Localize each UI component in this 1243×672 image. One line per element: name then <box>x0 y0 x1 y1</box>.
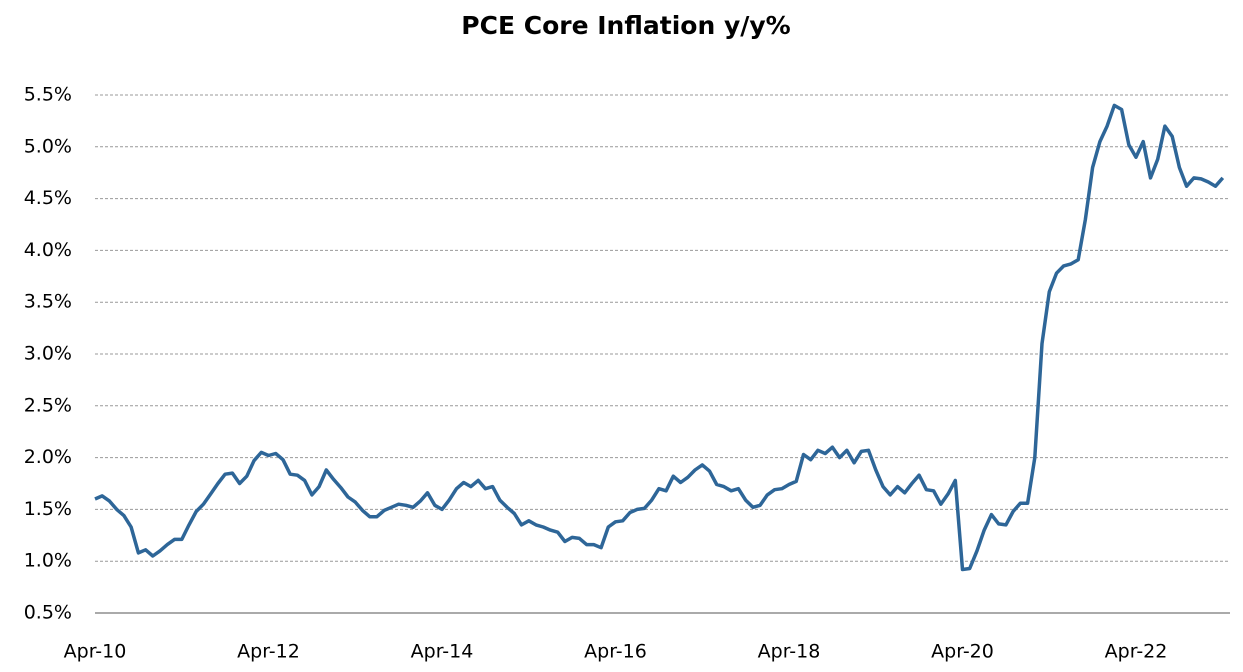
y-tick-label: 3.0% <box>24 343 72 365</box>
chart-title: PCE Core Inflation y/y% <box>461 11 790 40</box>
y-tick-label: 1.0% <box>24 550 72 572</box>
x-tick-label: Apr-14 <box>411 641 474 663</box>
y-tick-label: 2.0% <box>24 446 72 468</box>
x-tick-label: Apr-18 <box>758 641 821 663</box>
y-tick-label: 0.5% <box>24 602 72 624</box>
y-tick-label: 2.5% <box>24 394 72 416</box>
y-tick-label: 5.5% <box>24 84 72 106</box>
y-tick-label: 1.5% <box>24 498 72 520</box>
y-tick-label: 4.0% <box>24 239 72 261</box>
x-tick-label: Apr-12 <box>237 641 300 663</box>
y-tick-label: 4.5% <box>24 187 72 209</box>
x-tick-label: Apr-22 <box>1105 641 1168 663</box>
x-tick-label: Apr-16 <box>584 641 647 663</box>
line <box>94 103 1225 572</box>
y-tick-label: 3.5% <box>24 291 72 313</box>
x-tick-label: Apr-20 <box>931 641 994 663</box>
x-tick-label: Apr-10 <box>64 641 127 663</box>
y-tick-label: 5.0% <box>24 135 72 157</box>
